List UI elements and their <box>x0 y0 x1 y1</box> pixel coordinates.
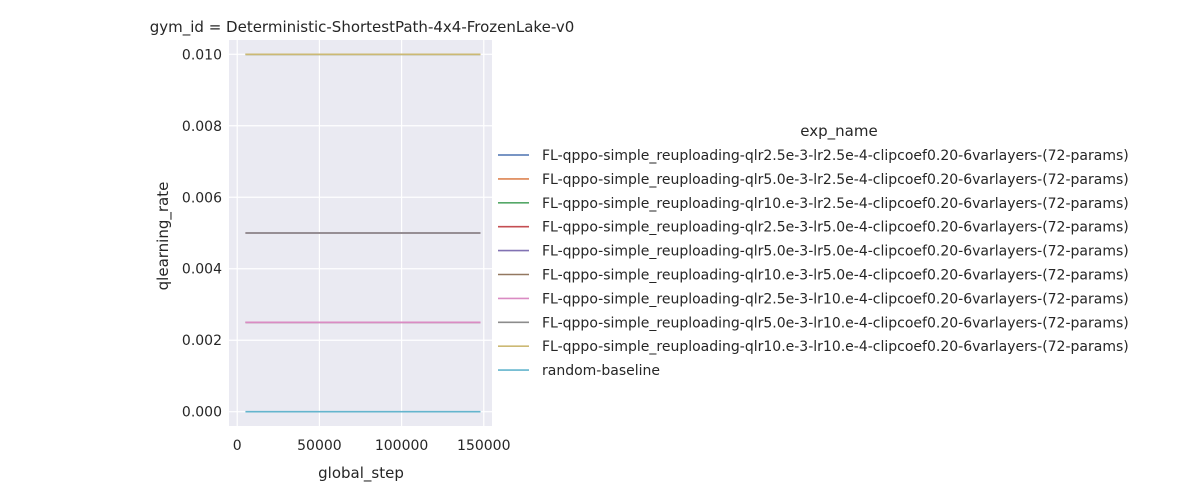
x-axis-label: global_step <box>318 464 404 483</box>
x-tick-label: 0 <box>233 438 242 454</box>
legend-label: FL-qppo-simple_reuploading-qlr2.5e-3-lr2… <box>542 148 1129 164</box>
y-tick-label: 0.004 <box>182 262 222 278</box>
legend-label: FL-qppo-simple_reuploading-qlr10.e-3-lr2… <box>542 196 1129 212</box>
legend-label: FL-qppo-simple_reuploading-qlr5.0e-3-lr2… <box>542 172 1129 188</box>
legend-item: FL-qppo-simple_reuploading-qlr10.e-3-lr2… <box>498 196 1129 212</box>
legend-label: FL-qppo-simple_reuploading-qlr10.e-3-lr1… <box>542 339 1129 355</box>
y-tick-label: 0.008 <box>182 119 222 135</box>
legend-item: FL-qppo-simple_reuploading-qlr10.e-3-lr1… <box>498 339 1129 355</box>
x-axis-ticks: 0 50000 100000 150000 <box>233 438 511 454</box>
legend-label: FL-qppo-simple_reuploading-qlr2.5e-3-lr5… <box>542 220 1129 236</box>
legend-label: FL-qppo-simple_reuploading-qlr10.e-3-lr5… <box>542 268 1129 284</box>
legend-item: random-baseline <box>498 363 660 379</box>
legend-label: FL-qppo-simple_reuploading-qlr5.0e-3-lr5… <box>542 244 1129 260</box>
y-tick-label: 0.000 <box>182 405 222 421</box>
chart-title: gym_id = Deterministic-ShortestPath-4x4-… <box>150 18 575 37</box>
legend-item: FL-qppo-simple_reuploading-qlr2.5e-3-lr5… <box>498 220 1129 236</box>
legend-item: FL-qppo-simple_reuploading-qlr2.5e-3-lr2… <box>498 148 1129 164</box>
legend-title: exp_name <box>800 122 877 141</box>
legend: exp_name FL-qppo-simple_reuploading-qlr2… <box>498 122 1129 379</box>
legend-item: FL-qppo-simple_reuploading-qlr5.0e-3-lr5… <box>498 244 1129 260</box>
y-tick-label: 0.010 <box>182 47 222 63</box>
legend-item: FL-qppo-simple_reuploading-qlr2.5e-3-lr1… <box>498 291 1129 307</box>
y-tick-label: 0.006 <box>182 190 222 206</box>
series-lines <box>245 53 481 413</box>
legend-item: FL-qppo-simple_reuploading-qlr5.0e-3-lr1… <box>498 315 1129 331</box>
y-axis-ticks: 0.000 0.002 0.004 0.006 0.008 0.010 <box>182 47 222 420</box>
legend-item: FL-qppo-simple_reuploading-qlr5.0e-3-lr2… <box>498 172 1129 188</box>
y-axis-label: qlearning_rate <box>154 182 173 291</box>
y-tick-label: 0.002 <box>182 333 222 349</box>
x-tick-label: 100000 <box>375 438 428 454</box>
legend-item: FL-qppo-simple_reuploading-qlr10.e-3-lr5… <box>498 268 1129 284</box>
x-tick-label: 50000 <box>297 438 342 454</box>
legend-label: FL-qppo-simple_reuploading-qlr2.5e-3-lr1… <box>542 291 1129 307</box>
x-tick-label: 150000 <box>457 438 510 454</box>
legend-label: FL-qppo-simple_reuploading-qlr5.0e-3-lr1… <box>542 315 1129 331</box>
legend-label: random-baseline <box>542 363 660 379</box>
